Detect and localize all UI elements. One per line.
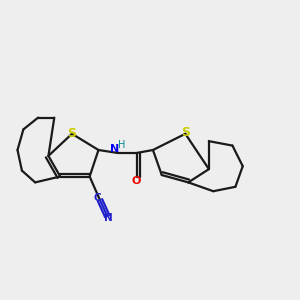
Text: C: C (93, 193, 101, 203)
Text: S: S (182, 126, 190, 139)
Text: N: N (110, 144, 119, 154)
Text: O: O (131, 176, 141, 186)
Text: S: S (67, 127, 76, 140)
Text: N: N (104, 213, 112, 223)
Text: H: H (118, 140, 125, 150)
